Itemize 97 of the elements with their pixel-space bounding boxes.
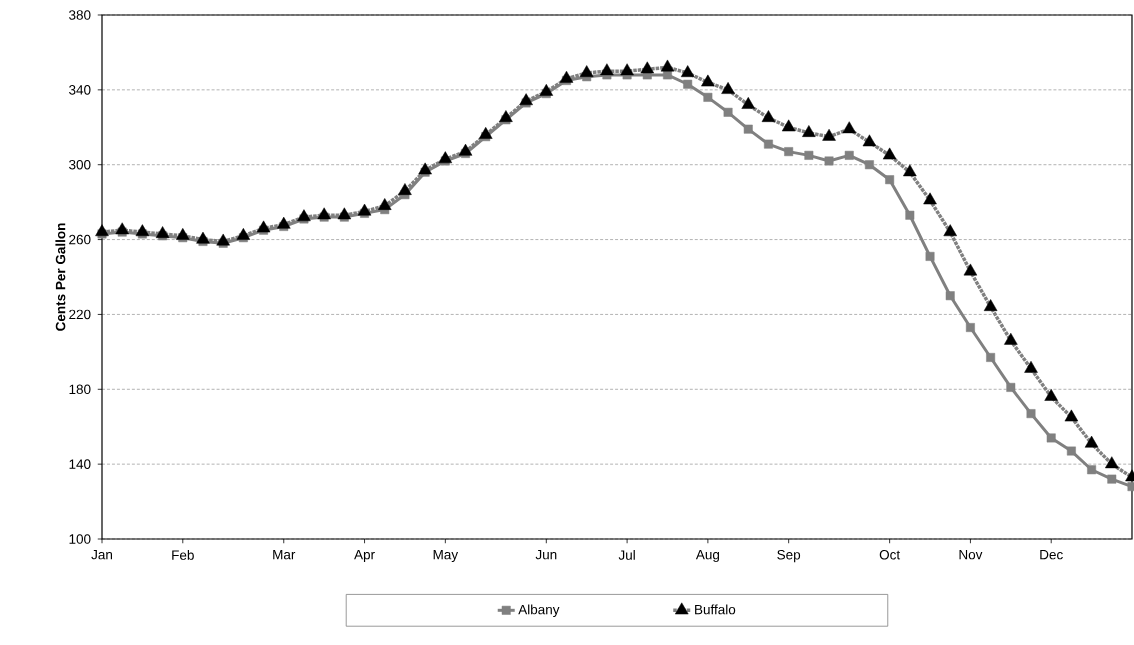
point	[1006, 382, 1016, 392]
point	[925, 251, 935, 261]
point	[478, 127, 493, 139]
x-tick-label: Aug	[695, 549, 720, 563]
point	[539, 83, 554, 96]
x-tick-label: Oct	[879, 549, 901, 560]
point	[784, 147, 794, 157]
point	[903, 164, 917, 177]
point	[764, 139, 773, 149]
point	[1046, 433, 1056, 443]
point	[1107, 474, 1117, 484]
point	[945, 291, 955, 301]
point	[943, 224, 957, 237]
y-tick-label: 140	[69, 459, 91, 469]
point	[1087, 465, 1097, 475]
point	[196, 231, 210, 244]
point	[519, 93, 533, 106]
point	[236, 228, 251, 240]
point	[640, 61, 655, 74]
point	[95, 224, 109, 237]
point	[357, 203, 372, 216]
point	[1105, 456, 1119, 469]
y-tick-label: 100	[69, 534, 91, 544]
legend-label: Buffalo	[695, 604, 736, 615]
point	[885, 175, 895, 185]
point	[804, 150, 814, 160]
point	[438, 151, 453, 164]
x-tick-label: Jan	[91, 549, 112, 560]
point	[579, 65, 594, 78]
point	[297, 209, 311, 222]
point	[965, 323, 975, 332]
point	[277, 216, 291, 229]
point	[864, 160, 874, 170]
point	[115, 222, 129, 235]
point	[1026, 409, 1036, 419]
point	[176, 228, 190, 240]
point	[721, 82, 735, 94]
point	[418, 162, 432, 175]
point	[458, 143, 473, 156]
point	[499, 110, 513, 122]
x-tick-label: Feb	[172, 549, 194, 560]
point	[844, 150, 854, 160]
point	[963, 263, 978, 276]
point	[822, 128, 836, 141]
point	[155, 226, 170, 238]
x-tick-label: Sep	[777, 549, 801, 563]
point	[378, 198, 392, 210]
point	[620, 63, 634, 76]
point	[559, 70, 574, 83]
point	[683, 79, 693, 89]
legend-label: Albany	[518, 604, 560, 617]
x-tick-label: Mar	[273, 549, 296, 560]
x-tick-label: May	[433, 549, 459, 563]
point	[923, 192, 937, 205]
point	[741, 97, 756, 109]
point	[663, 70, 672, 80]
point	[1066, 446, 1076, 456]
point	[743, 124, 753, 134]
x-tick-label: Apr	[354, 549, 375, 563]
point	[1064, 409, 1079, 422]
y-tick-label: 300	[69, 159, 91, 170]
y-tick-label: 260	[69, 234, 91, 245]
y-axis-title: Cents Per Gallon	[55, 223, 66, 331]
point	[398, 183, 412, 195]
point	[862, 134, 877, 147]
point	[256, 220, 271, 233]
x-tick-label: Nov	[959, 549, 983, 560]
point	[216, 233, 230, 246]
point	[317, 207, 331, 220]
point	[1084, 435, 1099, 448]
point	[983, 299, 998, 311]
point	[135, 224, 150, 237]
point	[600, 63, 614, 76]
point	[660, 59, 675, 72]
point	[337, 207, 352, 220]
point	[1024, 360, 1038, 373]
point	[882, 147, 897, 160]
point	[1004, 332, 1018, 345]
point	[723, 107, 733, 117]
point	[701, 74, 715, 87]
point	[986, 353, 996, 362]
x-tick-label: Dec	[1040, 549, 1063, 560]
point	[703, 92, 713, 102]
point	[802, 125, 816, 137]
y-tick-label: 340	[69, 85, 91, 95]
point	[842, 121, 856, 134]
point	[781, 119, 796, 132]
point	[824, 156, 834, 166]
y-tick-label: 380	[69, 10, 91, 20]
point	[1044, 389, 1058, 401]
y-tick-label: 220	[69, 309, 91, 320]
point	[680, 65, 695, 78]
y-tick-label: 180	[69, 384, 91, 395]
x-tick-label: Jun	[535, 549, 557, 560]
x-tick-label: Jul	[618, 549, 635, 560]
point	[761, 110, 776, 122]
point	[905, 210, 915, 220]
